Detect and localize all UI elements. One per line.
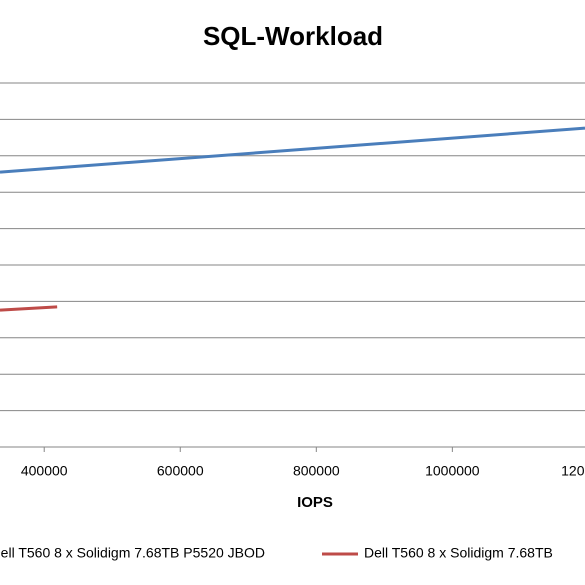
x-tick-label: 600000 [157, 463, 204, 479]
legend-label: Dell T560 8 x Solidigm 7.68TB P5520 JBOD [0, 545, 265, 561]
x-tick-label: 800000 [293, 463, 340, 479]
series-line [0, 305, 58, 312]
legend-label: Dell T560 8 x Solidigm 7.68TB [364, 545, 553, 561]
x-axis-label: IOPS [297, 494, 333, 511]
series-line [0, 126, 585, 174]
x-tick-label: 1000000 [425, 463, 480, 479]
x-tick-label: 1200000 [561, 463, 585, 479]
chart-title: SQL-Workload [203, 21, 383, 51]
x-tick-label: 400000 [21, 463, 68, 479]
